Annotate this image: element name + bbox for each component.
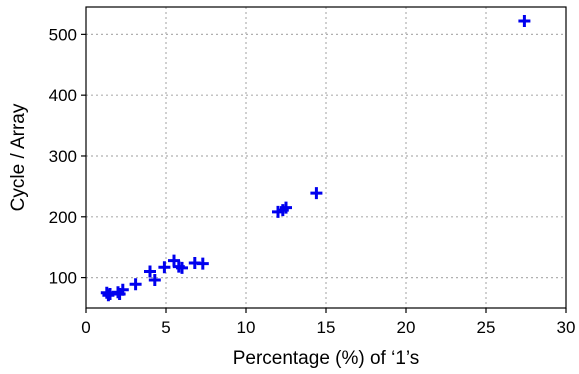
data-point xyxy=(129,278,142,291)
y-tick-label: 300 xyxy=(49,147,77,166)
x-tick-label: 20 xyxy=(397,318,416,337)
data-point xyxy=(148,274,161,287)
data-points xyxy=(100,14,531,302)
data-point xyxy=(176,261,188,274)
x-tick-label: 30 xyxy=(557,318,576,337)
data-point xyxy=(196,257,209,270)
y-tick-label: 100 xyxy=(49,269,77,288)
data-point xyxy=(310,187,323,200)
x-tick-label: 5 xyxy=(161,318,170,337)
x-tick-label: 25 xyxy=(477,318,496,337)
data-point xyxy=(158,261,171,274)
grid xyxy=(86,7,566,308)
axis-ticks: 0 5 10 15 20 25 30 100 200 300 400 500 xyxy=(49,25,576,337)
y-tick-label: 500 xyxy=(49,25,77,44)
y-axis-title: Cycle / Array xyxy=(8,103,29,211)
x-tick-label: 15 xyxy=(317,318,336,337)
x-axis-title: Percentage (%) of ‘1’s xyxy=(233,348,420,369)
data-point xyxy=(168,254,180,267)
y-tick-label: 200 xyxy=(49,208,77,227)
x-tick-label: 0 xyxy=(81,318,90,337)
data-point xyxy=(280,201,292,214)
data-point xyxy=(116,283,129,296)
data-point xyxy=(518,14,531,27)
x-tick-label: 10 xyxy=(237,318,256,337)
y-tick-label: 400 xyxy=(49,86,77,105)
data-point xyxy=(144,265,156,278)
